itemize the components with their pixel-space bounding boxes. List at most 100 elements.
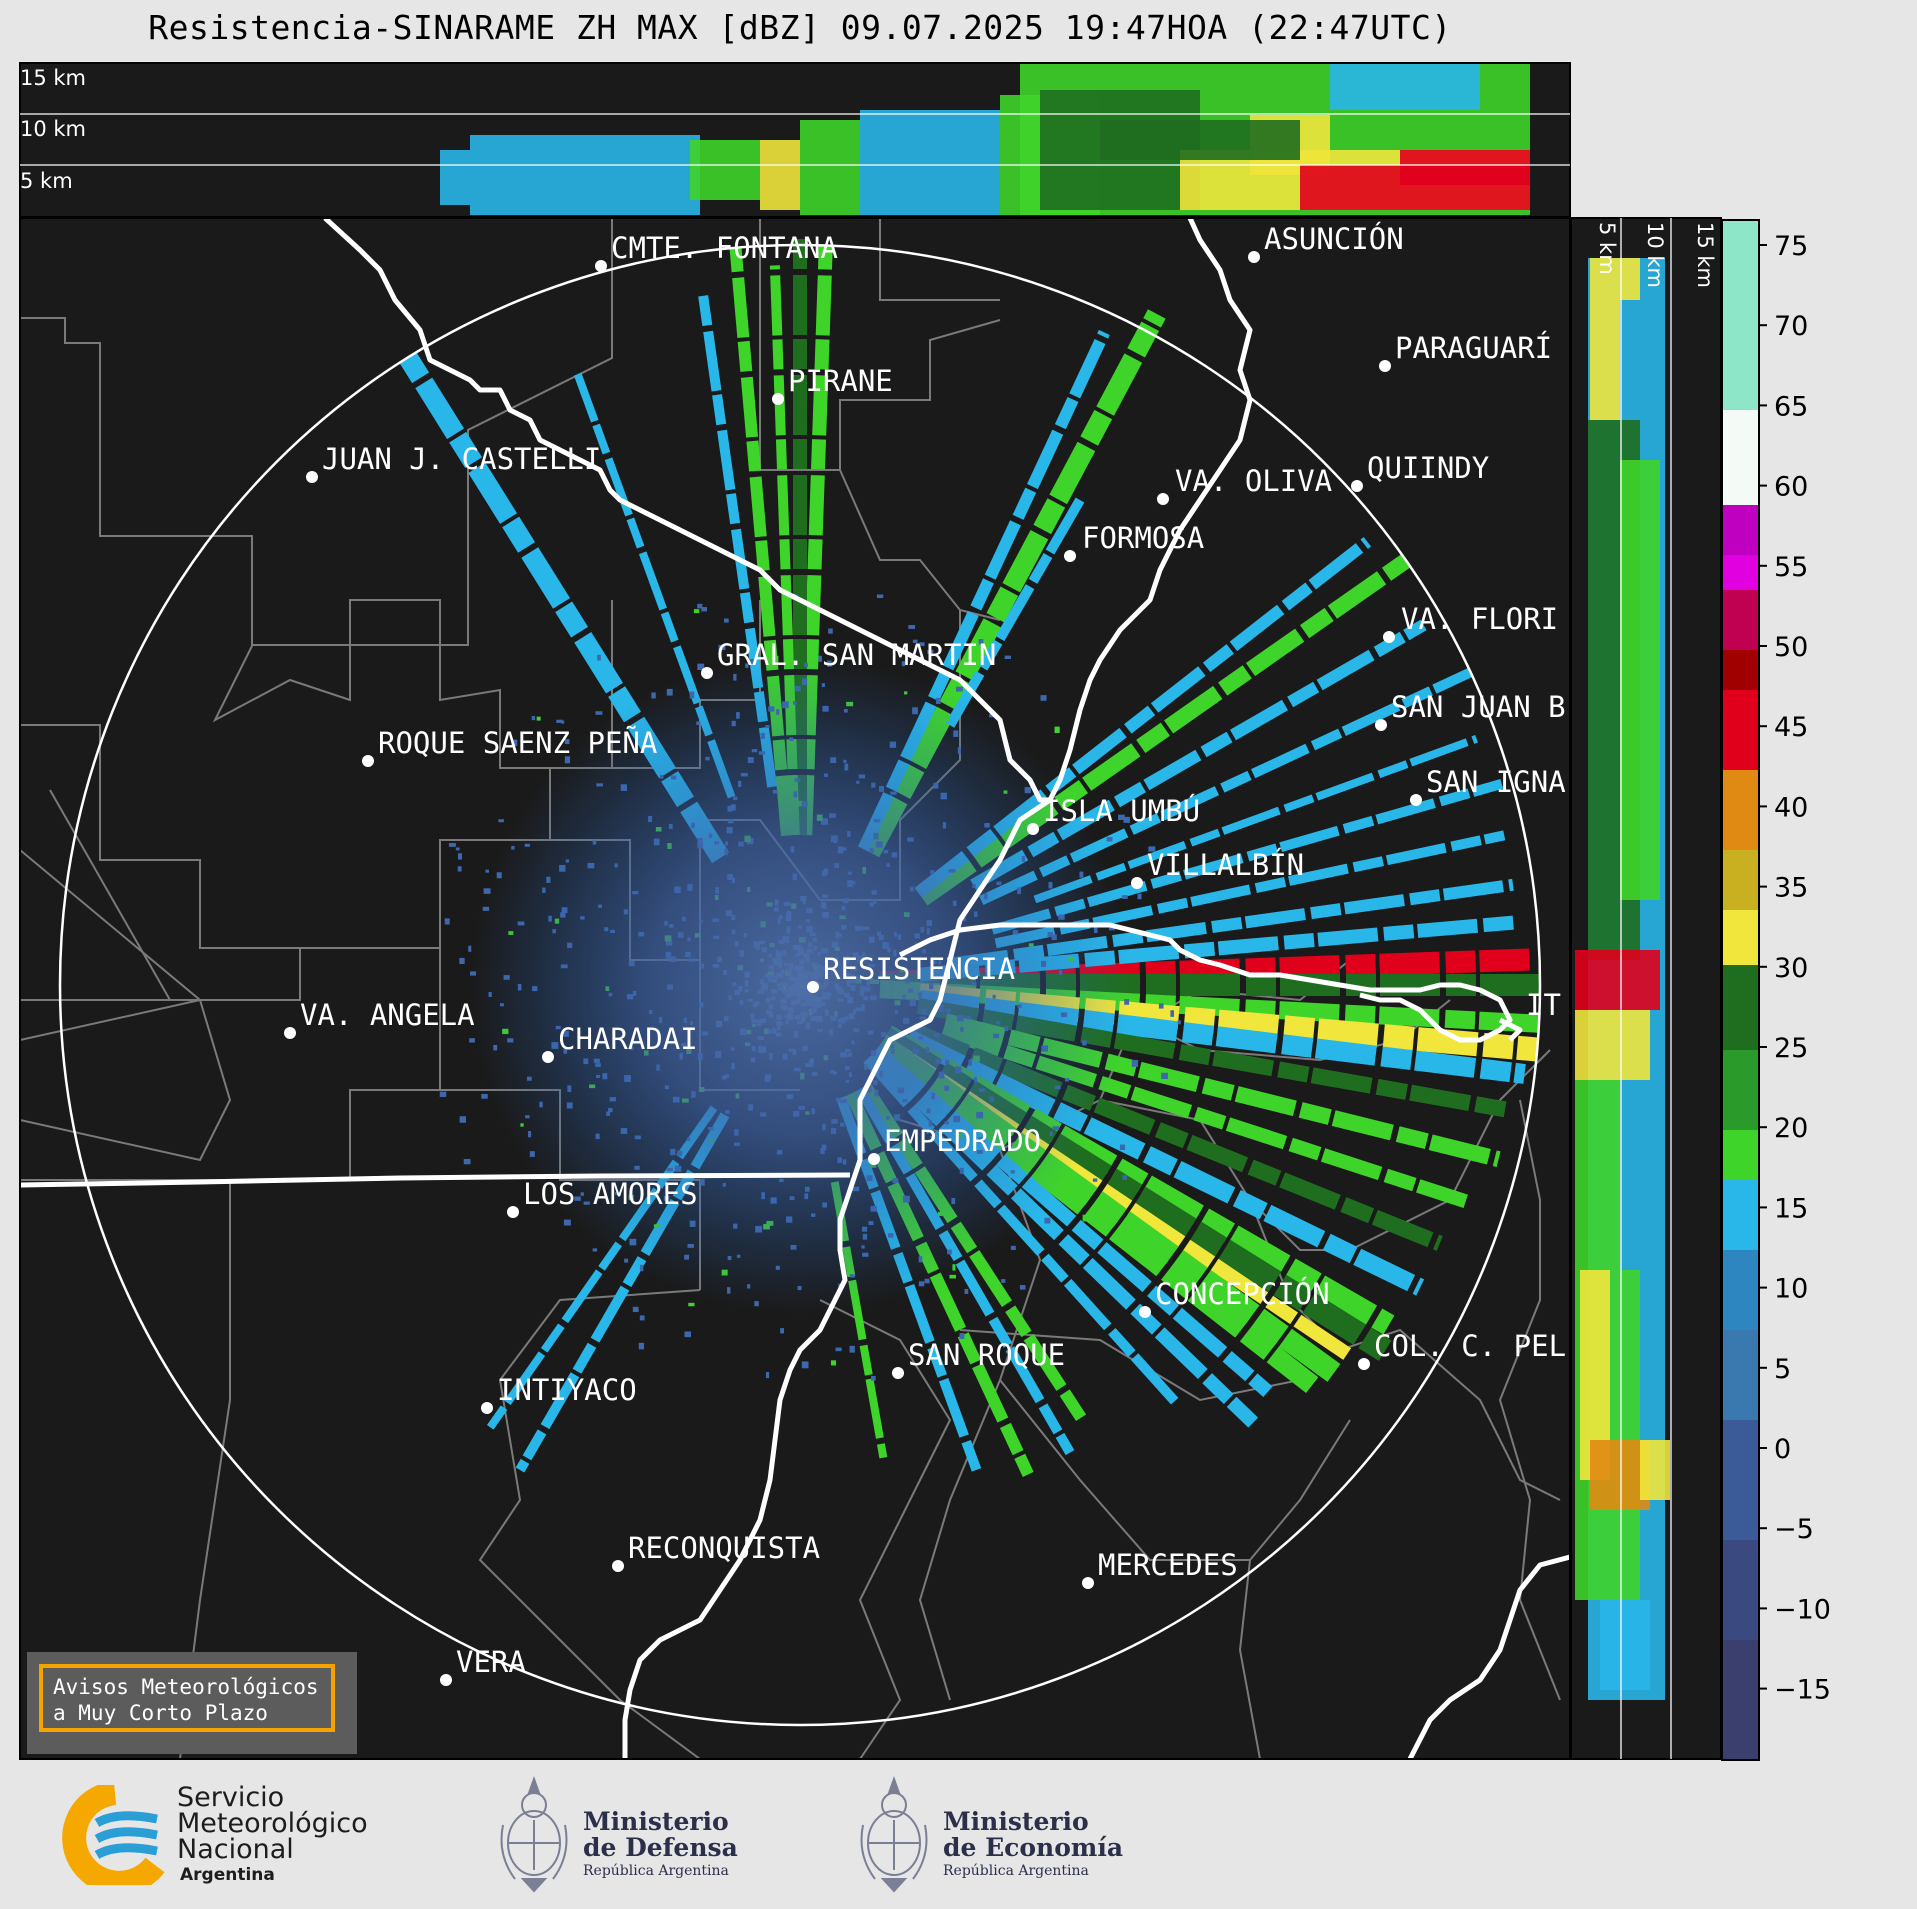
- city-dot: [1082, 1577, 1094, 1589]
- colorbar-tick-label: 5: [1774, 1354, 1791, 1385]
- city-marker: PIRANE: [772, 364, 893, 405]
- echo-speckle: [688, 1302, 695, 1307]
- top-echo: [760, 140, 800, 210]
- colorbar-block: [1722, 1540, 1759, 1640]
- echo-speckle: [1054, 726, 1060, 734]
- city-marker: VA. ANGELA: [284, 998, 475, 1039]
- city-label: CMTE. FONTANA: [611, 231, 838, 265]
- city-label: PARAGUARÍ: [1395, 331, 1552, 365]
- colorbar-tick-label: 15: [1774, 1193, 1808, 1224]
- echo-spoke: [729, 247, 793, 837]
- echo-speckle: [908, 625, 916, 629]
- city-marker: GRAL. SAN MARTIN: [701, 638, 996, 679]
- echo-speckle: [835, 1347, 842, 1352]
- echo-speckle: [1148, 846, 1156, 852]
- city-dot: [1131, 877, 1143, 889]
- colorbar-tick-label: −15: [1774, 1675, 1831, 1706]
- echo-speckle: [1158, 1003, 1164, 1009]
- echo-speckle: [564, 739, 570, 745]
- city-marker: ISLA UMBÚ: [1027, 794, 1200, 835]
- city-label: VERA: [456, 1645, 526, 1679]
- echo-speckle: [595, 711, 603, 715]
- echo-speckle: [531, 716, 536, 721]
- city-label: MERCEDES: [1098, 1548, 1238, 1582]
- smn-line-1: Servicio: [177, 1782, 285, 1813]
- echo-spoke: [881, 1025, 1395, 1335]
- echo-speckle: [1161, 1072, 1168, 1079]
- top-height-panel: 15 km 10 km 5 km: [19, 62, 1571, 218]
- echo-spoke: [878, 1027, 1392, 1361]
- echo-speckle: [871, 1375, 876, 1381]
- defensa-line-3: República Argentina: [583, 1863, 729, 1879]
- city-label: RESISTENCIA: [823, 952, 1015, 986]
- echo-speckle: [723, 618, 729, 623]
- echo-speckle: [718, 644, 726, 651]
- echo-speckle: [463, 1158, 471, 1165]
- side-echo: [1575, 1010, 1650, 1080]
- city-marker: VA. FLORI: [1383, 602, 1558, 643]
- echo-speckle: [536, 716, 541, 721]
- city-label: IT: [1526, 988, 1561, 1022]
- echo-speckle: [468, 945, 472, 952]
- city-dot: [1027, 823, 1039, 835]
- side-echo: [1575, 950, 1660, 1010]
- echo-speckle: [1131, 1059, 1139, 1067]
- echo-spoke: [918, 554, 1411, 906]
- echo-speckle: [639, 1315, 645, 1321]
- city-dot: [1358, 1358, 1370, 1370]
- defensa-line-1: Ministerio: [583, 1807, 729, 1836]
- echo-speckle: [485, 869, 489, 873]
- radar-map-panel: CMTE. FONTANA ASUNCIÓN PIRANE PARAGUARÍ JUAN…: [19, 217, 1571, 1760]
- notice-line-1: Avisos Meteorológicos: [53, 1675, 319, 1699]
- echo-speckle: [697, 603, 703, 609]
- city-dot: [772, 393, 784, 405]
- colorbar-block: [1722, 555, 1759, 590]
- city-label: INTIYACO: [497, 1373, 637, 1407]
- echo-speckle: [919, 642, 925, 647]
- city-dot: [1248, 251, 1260, 263]
- city-dot: [481, 1402, 493, 1414]
- city-label: PIRANE: [788, 364, 893, 398]
- echo-speckle: [1082, 1214, 1088, 1222]
- top-echo: [860, 110, 1000, 215]
- colorbar-tick-label: 55: [1774, 552, 1808, 583]
- side-15km-label: 15 km: [1693, 222, 1717, 288]
- echo-speckle: [964, 1288, 969, 1294]
- city-marker: PARAGUARÍ: [1379, 331, 1552, 372]
- colorbar-block: [1722, 690, 1759, 770]
- side-echo: [1590, 258, 1640, 300]
- echo-speckle: [455, 847, 460, 851]
- echo-speckle: [959, 1333, 965, 1339]
- city-label: ROQUE SAENZ PEÑA: [378, 726, 657, 760]
- city-marker: INTIYACO: [481, 1373, 637, 1414]
- city-dot: [1139, 1306, 1151, 1318]
- city-label: VILLALBÍN: [1147, 848, 1304, 882]
- city-marker: MERCEDES: [1082, 1548, 1238, 1589]
- echo-speckle: [563, 1219, 571, 1226]
- notice-box[interactable]: Avisos Meteorológicos a Muy Corto Plazo: [27, 1652, 357, 1754]
- echo-speckle: [955, 686, 963, 692]
- echo-speckle: [912, 639, 918, 644]
- city-marker: COL. C. PEL: [1358, 1329, 1566, 1370]
- echo-speckle: [1092, 1178, 1098, 1182]
- colorbar-block: [1722, 1420, 1759, 1540]
- side-height-panel: 5 km 10 km 15 km: [1570, 217, 1722, 1760]
- top-echo: [800, 120, 860, 215]
- city-marker: CHARADAI: [542, 1022, 698, 1063]
- city-label: VA. OLIVA: [1175, 464, 1332, 498]
- defensa-line-2: de Defensa: [583, 1833, 738, 1862]
- city-marker: CONCEPCIÓN: [1139, 1277, 1330, 1318]
- colorbar-tick-label: 60: [1774, 472, 1808, 503]
- city-label: SAN JUAN B: [1391, 690, 1566, 724]
- smn-line-2: Meteorológico: [177, 1808, 368, 1839]
- city-dot: [542, 1051, 554, 1063]
- echo-speckle: [1123, 816, 1130, 823]
- echo-speckle: [1170, 1010, 1174, 1017]
- city-dot: [284, 1027, 296, 1039]
- city-label: COL. C. PEL: [1374, 1329, 1566, 1363]
- notice-border: Avisos Meteorológicos a Muy Corto Plazo: [39, 1664, 335, 1732]
- colorbar-block: [1722, 850, 1759, 910]
- echo-speckle: [978, 639, 984, 645]
- city-marker: QUIINDY: [1351, 451, 1489, 492]
